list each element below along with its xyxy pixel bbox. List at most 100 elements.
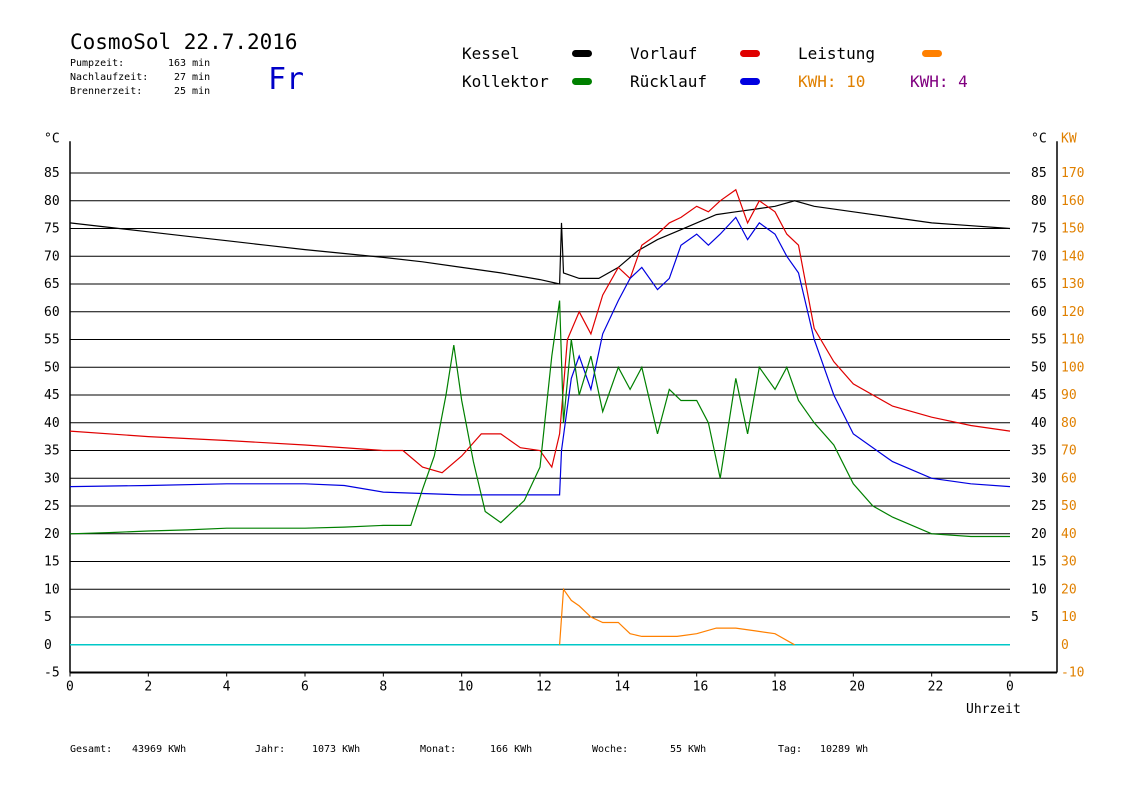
series-line-kessel — [69, 200, 1011, 285]
stat-label-pumpzeit: Pumpzeit: — [70, 58, 125, 69]
footer-value-woche: 55 KWh — [670, 744, 707, 755]
right-temp-unit-label: °C — [1031, 131, 1047, 146]
left-tick-label: 20 — [44, 527, 60, 542]
right-power-tick-label: 0 — [1061, 638, 1069, 653]
footer-value-jahr: 1073 KWh — [312, 744, 361, 755]
right-power-tick-label: 170 — [1061, 166, 1084, 181]
left-tick-label: 40 — [44, 416, 60, 431]
footer-value-tag: 10289 Wh — [820, 744, 869, 755]
right-temp-tick-label: 10 — [1031, 582, 1047, 597]
right-power-tick-label: 160 — [1061, 194, 1084, 209]
x-tick-label: 18 — [771, 680, 787, 695]
right-temp-tick-label: 70 — [1031, 249, 1047, 264]
right-temp-tick-label: 5 — [1031, 610, 1039, 625]
right-power-tick-label: 110 — [1061, 333, 1084, 348]
stat-label-nachlaufzeit: Nachlaufzeit: — [70, 72, 149, 83]
x-tick-label: 6 — [301, 680, 309, 695]
right-power-tick-label: 60 — [1061, 471, 1077, 486]
right-temp-tick-label: 20 — [1031, 527, 1047, 542]
series-line-kollektor — [69, 300, 1010, 538]
left-tick-label: 70 — [44, 249, 60, 264]
legend-label-leistung: Leistung — [798, 44, 876, 63]
footer-label-tag: Tag: — [778, 744, 803, 755]
right-power-tick-label: 20 — [1061, 582, 1077, 597]
left-tick-label: 0 — [44, 638, 52, 653]
chart-tick-labels: 8580757065605550454035302520151050-5°C85… — [44, 131, 1084, 694]
left-tick-label: 80 — [44, 194, 60, 209]
right-temp-tick-label: 55 — [1031, 333, 1047, 348]
left-unit-label: °C — [44, 131, 60, 146]
right-temp-tick-label: 40 — [1031, 416, 1047, 431]
right-power-tick-label: 100 — [1061, 360, 1084, 375]
x-axis-label: Uhrzeit — [966, 702, 1021, 717]
x-tick-label: 14 — [614, 680, 630, 695]
left-tick-label: 75 — [44, 222, 60, 237]
right-temp-tick-label: 30 — [1031, 471, 1047, 486]
legend-label-kessel: Kessel — [462, 44, 520, 63]
legend-key-kessel — [572, 50, 592, 57]
chart-title: CosmoSol 22.7.2016 — [70, 30, 298, 54]
footer-label-woche: Woche: — [592, 744, 629, 755]
left-tick-label: 15 — [44, 555, 60, 570]
left-tick-label: 85 — [44, 166, 60, 181]
weekday-label: Fr — [268, 62, 305, 97]
legend-label-vorlauf: Vorlauf — [630, 44, 698, 63]
right-temp-tick-label: 80 — [1031, 194, 1047, 209]
left-tick-label: 30 — [44, 471, 60, 486]
series-line-vorlauf — [69, 188, 1011, 474]
legend-label-ruecklauf: Rücklauf — [630, 72, 708, 91]
left-tick-label: 25 — [44, 499, 60, 514]
stat-value-pumpzeit: 163 min — [168, 58, 211, 69]
x-tick-label: 20 — [849, 680, 865, 695]
x-tick-label: 16 — [693, 680, 709, 695]
left-tick-label: -5 — [44, 666, 60, 681]
x-tick-label: 10 — [458, 680, 474, 695]
right-temp-tick-label: 85 — [1031, 166, 1047, 181]
footer-value-monat: 166 KWh — [490, 744, 533, 755]
kwh-label-orange: KWH: 10 — [798, 72, 866, 91]
left-tick-label: 45 — [44, 388, 60, 403]
right-power-tick-label: 70 — [1061, 444, 1077, 459]
left-tick-label: 55 — [44, 333, 60, 348]
x-tick-label: 2 — [144, 680, 152, 695]
left-tick-label: 5 — [44, 610, 52, 625]
right-temp-tick-label: 15 — [1031, 555, 1047, 570]
right-power-tick-label: 150 — [1061, 222, 1084, 237]
left-tick-label: 50 — [44, 360, 60, 375]
left-tick-label: 60 — [44, 305, 60, 320]
footer-label-monat: Monat: — [420, 744, 457, 755]
right-power-tick-label: 120 — [1061, 305, 1084, 320]
right-power-tick-label: 80 — [1061, 416, 1077, 431]
right-power-tick-label: 10 — [1061, 610, 1077, 625]
right-power-tick-label: 30 — [1061, 555, 1077, 570]
x-tick-label: 0 — [66, 680, 74, 695]
right-temp-tick-label: 45 — [1031, 388, 1047, 403]
series-line-leistung — [559, 587, 795, 646]
stat-value-nachlaufzeit: 27 min — [174, 72, 211, 83]
right-power-tick-label: 40 — [1061, 527, 1077, 542]
footer-label-jahr: Jahr: — [255, 744, 286, 755]
left-tick-label: 10 — [44, 582, 60, 597]
stat-value-brennerzeit: 25 min — [174, 86, 211, 97]
chart-series — [69, 188, 1011, 646]
right-temp-tick-label: 50 — [1031, 360, 1047, 375]
footer-label-gesamt: Gesamt: — [70, 744, 113, 755]
left-tick-label: 35 — [44, 444, 60, 459]
right-power-tick-label: -10 — [1061, 666, 1084, 681]
x-tick-label: 22 — [928, 680, 944, 695]
legend-label-kollektor: Kollektor — [462, 72, 549, 91]
x-tick-label: 4 — [223, 680, 231, 695]
right-temp-tick-label: 65 — [1031, 277, 1047, 292]
kwh-label-purple: KWH: 4 — [910, 72, 968, 91]
right-power-unit-label: KW — [1061, 131, 1077, 146]
footer-value-gesamt: 43969 KWh — [132, 744, 187, 755]
chart-grid — [70, 172, 1010, 673]
right-temp-tick-label: 75 — [1031, 222, 1047, 237]
right-temp-tick-label: 35 — [1031, 444, 1047, 459]
legend-key-kollektor — [572, 78, 592, 85]
x-tick-label: 0 — [1006, 680, 1014, 695]
right-temp-tick-label: 25 — [1031, 499, 1047, 514]
right-power-tick-label: 50 — [1061, 499, 1077, 514]
chart-axes — [69, 141, 1058, 677]
